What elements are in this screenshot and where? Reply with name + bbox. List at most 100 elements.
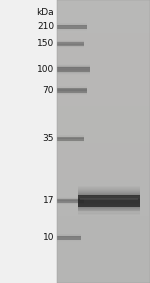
Bar: [57, 140, 84, 141]
Bar: [78, 187, 140, 189]
Bar: [57, 201, 84, 202]
Bar: [57, 92, 87, 93]
Bar: [78, 200, 140, 201]
Bar: [57, 239, 81, 240]
Bar: [57, 0, 150, 283]
Bar: [57, 67, 90, 68]
Bar: [57, 25, 87, 26]
Bar: [57, 30, 87, 31]
Bar: [78, 194, 140, 196]
Bar: [78, 206, 140, 208]
Bar: [57, 67, 90, 68]
Bar: [57, 28, 87, 29]
Bar: [57, 42, 84, 43]
Bar: [57, 139, 84, 140]
Bar: [57, 69, 90, 70]
Bar: [57, 136, 84, 137]
Bar: [80, 198, 138, 200]
Bar: [57, 27, 87, 28]
Bar: [78, 213, 140, 215]
Bar: [57, 66, 90, 67]
Bar: [57, 200, 84, 201]
Bar: [57, 74, 90, 75]
Bar: [57, 43, 84, 44]
Bar: [57, 29, 87, 30]
Bar: [57, 237, 81, 238]
Bar: [57, 41, 84, 42]
Bar: [57, 67, 90, 72]
Text: 35: 35: [42, 134, 54, 143]
Bar: [57, 137, 84, 140]
Bar: [57, 25, 87, 29]
Bar: [57, 198, 84, 199]
Bar: [78, 195, 140, 207]
Bar: [57, 200, 84, 201]
Bar: [57, 73, 90, 74]
Bar: [57, 138, 84, 139]
Bar: [57, 203, 84, 204]
Bar: [78, 191, 140, 193]
Bar: [57, 64, 90, 65]
Bar: [57, 42, 84, 46]
Bar: [78, 186, 140, 188]
Bar: [57, 40, 84, 41]
Bar: [57, 88, 87, 93]
Bar: [57, 234, 81, 235]
Bar: [78, 198, 140, 199]
Bar: [57, 43, 84, 44]
Bar: [57, 42, 84, 43]
Text: 70: 70: [42, 86, 54, 95]
Bar: [57, 137, 84, 138]
Bar: [57, 46, 84, 47]
Bar: [57, 199, 84, 200]
Bar: [57, 47, 84, 48]
Bar: [57, 198, 84, 199]
Bar: [78, 205, 140, 207]
Bar: [57, 45, 84, 46]
Bar: [57, 240, 81, 241]
Bar: [57, 87, 87, 88]
Bar: [57, 236, 81, 237]
Text: 210: 210: [37, 22, 54, 31]
Bar: [57, 202, 84, 203]
Bar: [57, 65, 90, 66]
Bar: [57, 237, 81, 238]
Bar: [57, 23, 87, 24]
Bar: [57, 70, 90, 71]
Bar: [57, 73, 90, 74]
Bar: [57, 72, 90, 73]
Bar: [57, 88, 87, 89]
Bar: [78, 196, 140, 198]
Bar: [78, 207, 140, 209]
Bar: [57, 139, 84, 140]
Bar: [78, 189, 140, 191]
Bar: [78, 193, 140, 195]
Bar: [57, 138, 84, 139]
Text: 150: 150: [37, 39, 54, 48]
Bar: [78, 208, 140, 210]
Text: 10: 10: [42, 233, 54, 242]
Bar: [57, 26, 87, 27]
Bar: [57, 197, 84, 198]
Bar: [78, 204, 140, 206]
Bar: [78, 211, 140, 212]
Bar: [57, 27, 87, 28]
Bar: [57, 240, 81, 241]
Bar: [57, 235, 81, 236]
Bar: [57, 24, 87, 25]
Bar: [57, 25, 87, 26]
Bar: [78, 200, 140, 202]
Text: 100: 100: [37, 65, 54, 74]
Bar: [57, 238, 81, 239]
Bar: [57, 234, 81, 235]
Bar: [78, 210, 140, 211]
Bar: [57, 68, 90, 69]
Bar: [57, 71, 90, 72]
Bar: [57, 0, 150, 283]
Bar: [57, 40, 84, 41]
Bar: [78, 188, 140, 190]
Text: 17: 17: [42, 196, 54, 205]
Bar: [78, 198, 140, 200]
Bar: [78, 197, 140, 198]
Bar: [57, 135, 84, 136]
